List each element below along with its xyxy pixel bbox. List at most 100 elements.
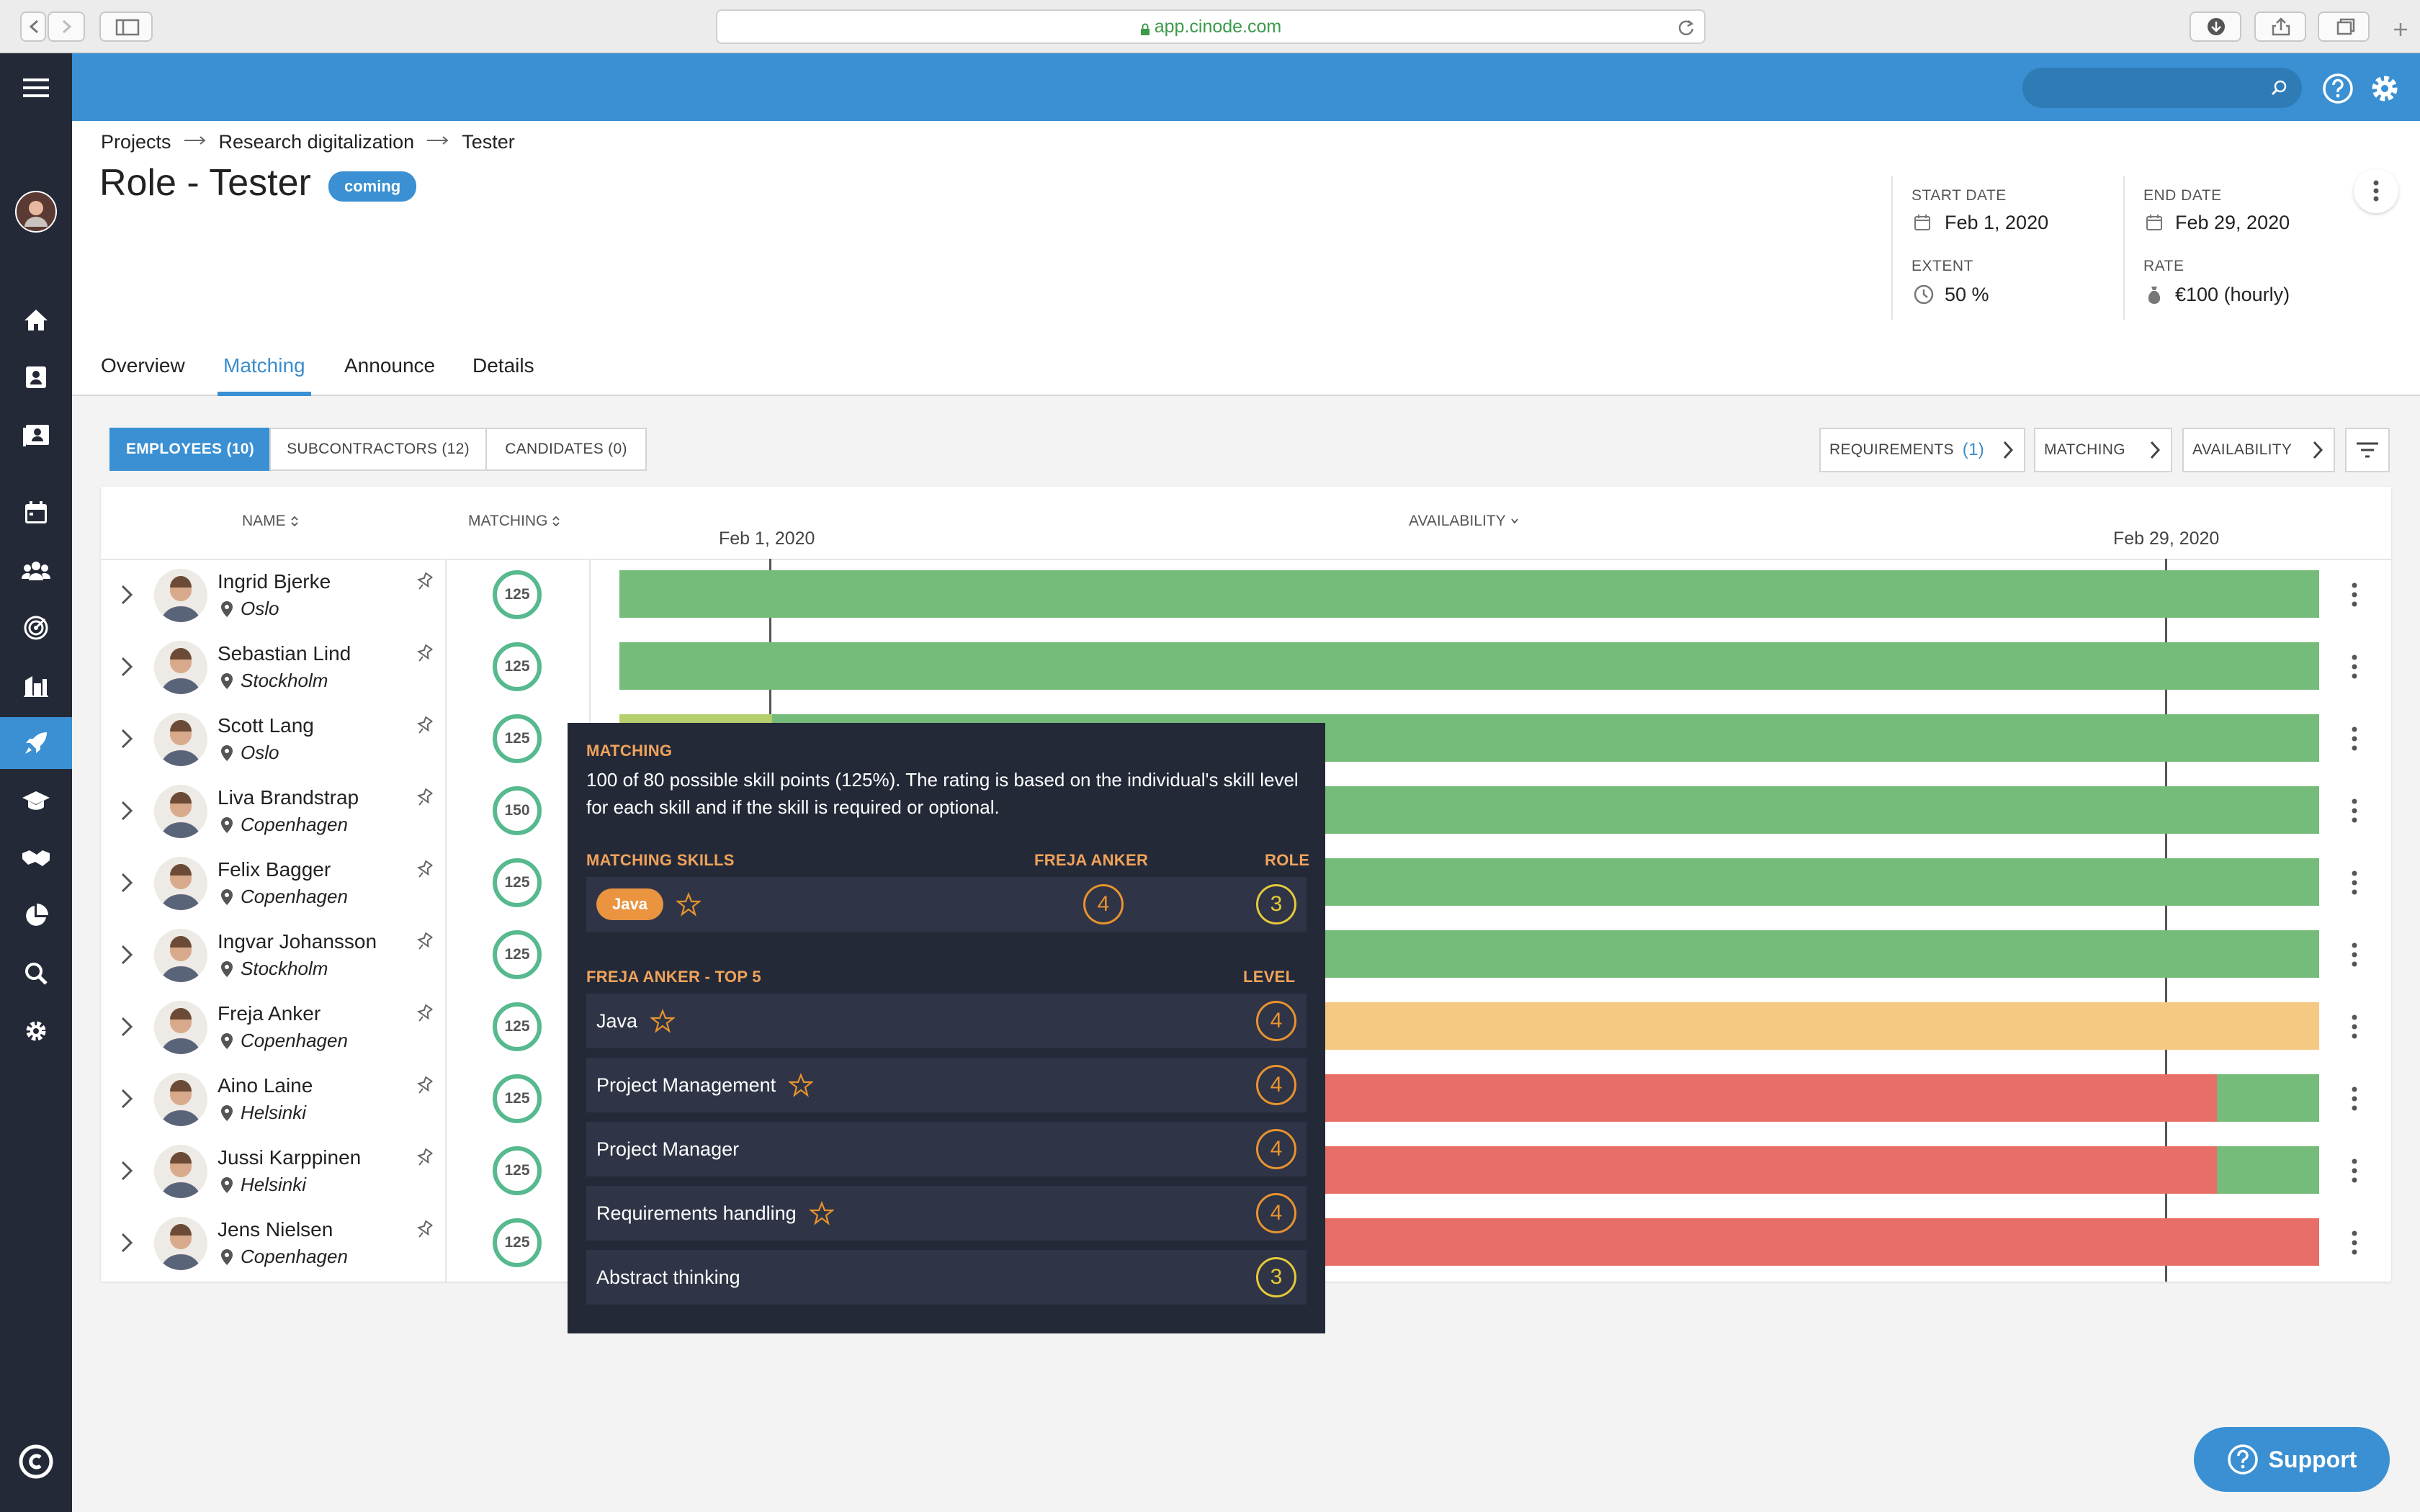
global-search-input[interactable] — [2022, 68, 2302, 108]
tab-details[interactable]: Details — [472, 354, 534, 377]
person-name[interactable]: Jussi Karppinen — [218, 1146, 362, 1169]
person-name[interactable]: Felix Bagger — [218, 858, 331, 881]
chevron-right-icon[interactable] — [118, 1086, 135, 1112]
table-row[interactable]: Liva Brandstrap Copenhagen 150 — [101, 775, 2391, 847]
graduation-cap-icon[interactable] — [0, 775, 72, 827]
matching-score[interactable]: 125 — [493, 1146, 542, 1195]
pin-icon[interactable] — [413, 1148, 434, 1168]
pin-icon[interactable] — [413, 788, 434, 808]
pin-icon[interactable] — [413, 644, 434, 664]
chevron-right-icon[interactable] — [118, 1158, 135, 1184]
segment-employees[interactable]: EMPLOYEES (10) — [109, 428, 271, 471]
availability-bar[interactable] — [619, 570, 2319, 618]
person-name[interactable]: Jens Nielsen — [218, 1218, 333, 1241]
team-icon[interactable] — [0, 544, 72, 596]
chevron-right-icon[interactable] — [118, 942, 135, 968]
breadcrumb-role[interactable]: Tester — [462, 131, 515, 153]
row-menu-icon[interactable] — [2351, 654, 2358, 680]
filter-button[interactable] — [2345, 428, 2390, 472]
download-button[interactable] — [2190, 12, 2241, 42]
chevron-right-icon[interactable] — [118, 654, 135, 680]
row-menu-icon[interactable] — [2351, 1086, 2358, 1112]
share-button[interactable] — [2254, 12, 2306, 42]
calendar-icon[interactable] — [0, 487, 72, 539]
person-name[interactable]: Aino Laine — [218, 1074, 313, 1097]
forward-button[interactable] — [48, 12, 85, 42]
availability-column-header[interactable]: AVAILABILITY — [1409, 513, 1519, 530]
home-icon[interactable] — [0, 294, 72, 346]
pin-icon[interactable] — [413, 716, 434, 736]
row-menu-icon[interactable] — [2351, 798, 2358, 824]
sidebar-item-projects[interactable] — [0, 717, 72, 769]
pin-icon[interactable] — [413, 1220, 434, 1240]
radar-icon[interactable] — [0, 602, 72, 654]
contact-card-icon[interactable] — [0, 351, 72, 403]
reload-icon[interactable] — [1675, 17, 1697, 38]
building-icon[interactable] — [0, 660, 72, 711]
chevron-right-icon[interactable] — [118, 1230, 135, 1256]
availability-bar[interactable] — [2217, 1146, 2319, 1194]
help-icon[interactable] — [2322, 73, 2354, 104]
chevron-right-icon[interactable] — [118, 798, 135, 824]
settings-icon[interactable] — [0, 1005, 72, 1057]
breadcrumb-project[interactable]: Research digitalization — [218, 131, 415, 153]
matching-score[interactable]: 125 — [493, 642, 542, 691]
person-name[interactable]: Liva Brandstrap — [218, 786, 359, 809]
more-options-button[interactable] — [2354, 168, 2398, 213]
sidebar-toggle-button[interactable] — [99, 12, 153, 42]
matching-filter-button[interactable]: MATCHING — [2034, 428, 2172, 472]
pie-chart-icon[interactable] — [0, 890, 72, 942]
new-tab-icon[interactable] — [2390, 19, 2411, 40]
availability-bar[interactable] — [619, 642, 2319, 690]
pin-icon[interactable] — [413, 860, 434, 880]
matching-score[interactable]: 125 — [493, 714, 542, 763]
tab-matching[interactable]: Matching — [223, 354, 305, 377]
person-name[interactable]: Ingvar Johansson — [218, 930, 377, 953]
name-column-header[interactable]: NAME — [242, 513, 299, 530]
support-button[interactable]: Support — [2194, 1427, 2390, 1492]
back-button[interactable] — [20, 12, 46, 42]
chevron-right-icon[interactable] — [118, 1014, 135, 1040]
matching-score[interactable]: 125 — [493, 1002, 542, 1051]
pin-icon[interactable] — [413, 572, 434, 592]
availability-bar[interactable] — [2217, 1074, 2319, 1122]
menu-icon[interactable] — [0, 62, 72, 114]
person-name[interactable]: Freja Anker — [218, 1002, 321, 1025]
row-menu-icon[interactable] — [2351, 582, 2358, 608]
table-row[interactable]: Ingrid Bjerke Oslo 125 — [101, 559, 2391, 631]
segment-candidates[interactable]: CANDIDATES (0) — [485, 428, 647, 471]
chevron-right-icon[interactable] — [118, 582, 135, 608]
tabs-button[interactable] — [2318, 12, 2370, 42]
segment-subcontractors[interactable]: SUBCONTRACTORS (12) — [269, 428, 487, 471]
chevron-right-icon[interactable] — [118, 870, 135, 896]
matching-score[interactable]: 125 — [493, 1074, 542, 1123]
person-name[interactable]: Ingrid Bjerke — [218, 570, 331, 593]
row-menu-icon[interactable] — [2351, 1230, 2358, 1256]
cinode-logo-icon[interactable] — [0, 1436, 72, 1488]
availability-filter-button[interactable]: AVAILABILITY — [2182, 428, 2335, 472]
person-name[interactable]: Sebastian Lind — [218, 642, 351, 665]
tab-overview[interactable]: Overview — [101, 354, 185, 377]
search-icon[interactable] — [0, 948, 72, 999]
handshake-icon[interactable] — [0, 832, 72, 884]
pin-icon[interactable] — [413, 1004, 434, 1024]
matching-column-header[interactable]: MATCHING — [468, 513, 560, 530]
tab-announce[interactable]: Announce — [344, 354, 436, 377]
matching-score[interactable]: 150 — [493, 786, 542, 835]
requirements-filter-button[interactable]: REQUIREMENTS (1) — [1819, 428, 2025, 472]
matching-score[interactable]: 125 — [493, 1218, 542, 1267]
row-menu-icon[interactable] — [2351, 1014, 2358, 1040]
matching-score[interactable]: 125 — [493, 930, 542, 979]
chevron-right-icon[interactable] — [118, 726, 135, 752]
matching-score[interactable]: 125 — [493, 570, 542, 619]
row-menu-icon[interactable] — [2351, 870, 2358, 896]
user-avatar[interactable] — [0, 186, 72, 238]
matching-score[interactable]: 125 — [493, 858, 542, 907]
person-name[interactable]: Scott Lang — [218, 714, 314, 737]
breadcrumb-projects[interactable]: Projects — [101, 131, 171, 153]
address-bar[interactable]: app.cinode.com — [716, 9, 1706, 44]
row-menu-icon[interactable] — [2351, 942, 2358, 968]
row-menu-icon[interactable] — [2351, 726, 2358, 752]
address-book-icon[interactable] — [0, 409, 72, 461]
row-menu-icon[interactable] — [2351, 1158, 2358, 1184]
